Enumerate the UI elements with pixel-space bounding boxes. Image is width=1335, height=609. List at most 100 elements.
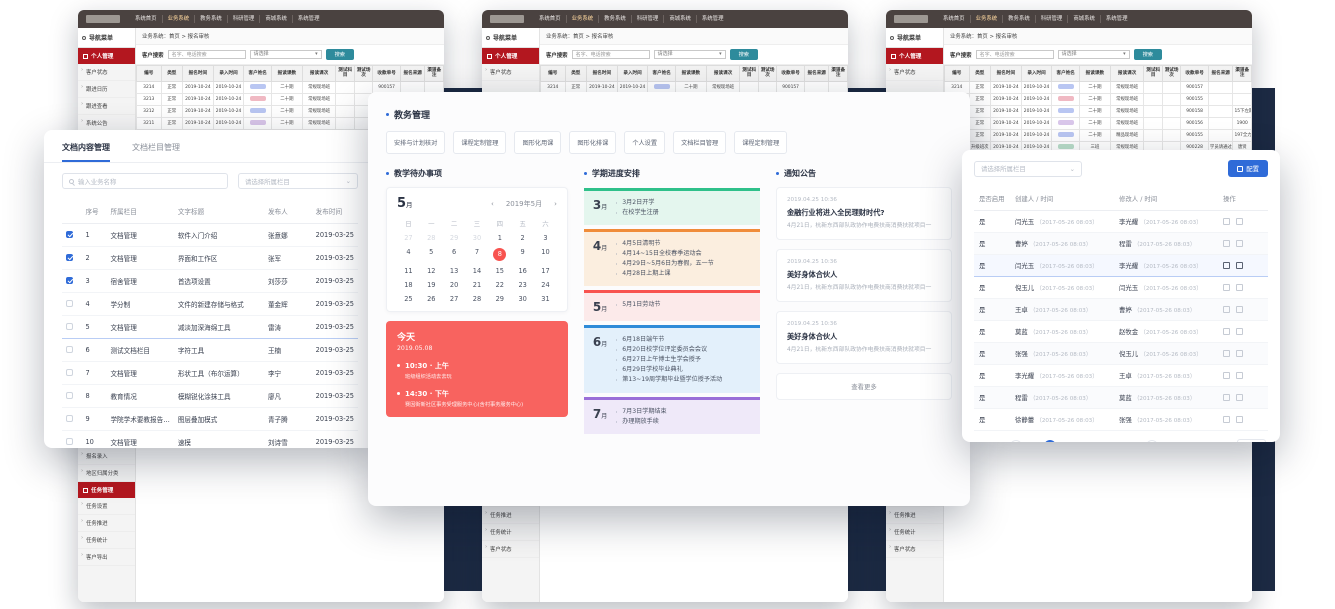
nav-item[interactable]: 业务系统 (567, 15, 600, 23)
notice-item[interactable]: 2019.04.25 10:36 美好身体合伙人 4月21日，杭新东西部队政协作… (775, 311, 952, 365)
table-row[interactable]: 3214 正常 2019-10-24 2019-10-24 二十期 常规现场班 900157 (944, 80, 1252, 94)
sidebar-item-task-push[interactable]: 任务推进 (886, 507, 943, 524)
edit-icon[interactable] (1223, 262, 1230, 269)
search-toolbar[interactable]: 客户搜索 名字、电话搜索 请选择 ▾ 搜索 (944, 45, 1252, 65)
row-checkbox[interactable] (66, 230, 73, 238)
calendar-day[interactable]: 13 (449, 267, 459, 275)
table-row[interactable]: 是程雷 （2017-05-26 08:03） 莫蓝 （2017-05-26 08:… (974, 386, 1268, 409)
row-actions[interactable] (1223, 218, 1263, 225)
table-row[interactable]: 3212正常2019-10-242019-10-24二十期常规现场班900158… (944, 104, 1252, 118)
table-row[interactable]: 9 学院学术要教报告… 图层叠加模式 青子腾 2019-03-25 (62, 407, 358, 431)
calendar-day[interactable]: 23 (518, 281, 527, 289)
sidebar-item-task-stats[interactable]: 任务统计 (886, 524, 943, 541)
search-input[interactable]: 名字、电话搜索 (571, 50, 650, 59)
sidebar-item-customer-status[interactable]: 客户状态 (886, 64, 943, 81)
main-nav[interactable]: 系统首页 业务系统 教务系统 科研管理 商城系统 系统管理 (130, 15, 324, 23)
calendar-day[interactable]: 25 (404, 295, 413, 303)
settings-footer[interactable]: ‹ 1 2 3 4 5 6 … › 每页显示1-20条记录 18 ⌄ (962, 431, 1280, 442)
row-checkbox[interactable] (66, 437, 73, 445)
quick-actions[interactable]: 安排与计划核对 课程定制管理 图形化用课 图形化排课 个人设置 文档栏目管理 课… (386, 131, 952, 154)
calendar-day[interactable]: 10 (541, 248, 550, 256)
row-actions[interactable] (1223, 306, 1263, 313)
cell-operations[interactable] (1218, 254, 1268, 277)
calendar-day[interactable]: 18 (404, 281, 413, 289)
cell-checkbox[interactable] (62, 315, 82, 339)
cell-checkbox[interactable] (62, 269, 82, 293)
table-row[interactable]: 是倪玉儿 （2017-05-26 08:03） 闫光玉 （2017-05-26 0… (974, 276, 1268, 299)
row-actions[interactable] (1223, 350, 1263, 357)
edit-icon[interactable] (1223, 306, 1230, 313)
column-filter-select[interactable]: 请选择所属栏目 ⌄ (974, 160, 1082, 177)
table-row[interactable]: 是闫光玉 （2017-05-26 08:03） 李光耀 （2017-05-26 0… (974, 254, 1268, 277)
calendar-day[interactable]: 6 (452, 248, 457, 256)
page-button[interactable]: 6 (1112, 440, 1124, 443)
nav-item[interactable]: 业务系统 (971, 15, 1004, 23)
sidebar-item-customer-export[interactable]: 客户导出 (78, 549, 135, 566)
next-month-button[interactable]: › (554, 199, 557, 208)
calendar-day[interactable]: 11 (404, 267, 413, 275)
cell-operations[interactable] (1218, 210, 1268, 233)
row-checkbox[interactable] (66, 276, 73, 284)
row-checkbox[interactable] (66, 345, 73, 353)
calendar-day[interactable]: 27 (404, 234, 413, 242)
calendar-day[interactable]: 24 (541, 281, 550, 289)
calendar-day[interactable]: 31 (541, 295, 550, 303)
next-page-button[interactable]: › (1145, 439, 1158, 442)
cell-checkbox[interactable] (62, 338, 82, 362)
row-checkbox[interactable] (66, 322, 73, 330)
nav-item[interactable]: 科研管理 (632, 15, 665, 23)
table-row[interactable]: 4 学分制 文件的新建存储与格式 董金辉 2019-03-25 (62, 292, 358, 316)
table-row[interactable]: 是莫蓝 （2017-05-26 08:03） 赵牧金 （2017-05-26 08… (974, 320, 1268, 343)
column-settings-card[interactable]: 请选择所属栏目 ⌄ 配置 是否启用 创建人 / 时间 修改人 / 时间 操作 是… (962, 150, 1280, 442)
quick-action-button[interactable]: 文档栏目管理 (673, 131, 727, 154)
calendar-day[interactable]: 16 (518, 267, 527, 275)
row-actions[interactable] (1223, 416, 1263, 423)
table-row[interactable]: 5 文档管理 减淡加深海绵工具 雷涛 2019-03-25 (62, 315, 358, 339)
calendar-grid[interactable]: 日 一 二 三 四 五 六 27 28 29 30 1 2 3 (397, 219, 557, 303)
table-row[interactable]: 6 测试文档栏目 字符工具 王楠 2019-03-25 (62, 338, 358, 362)
row-actions[interactable] (1223, 372, 1263, 379)
calendar-day[interactable]: 28 (427, 234, 436, 242)
table-row[interactable]: 是曹婷 （2017-05-26 08:03） 程雷 （2017-05-26 08:… (974, 232, 1268, 255)
nav-item[interactable]: 系统管理 (297, 16, 320, 22)
table-row[interactable]: 是王卓 （2017-05-26 08:03） 曹婷 （2017-05-26 08:… (974, 298, 1268, 321)
row-actions[interactable] (1223, 240, 1263, 247)
search-toolbar[interactable]: 客户搜索 名字、电话搜索 请选择 ▾ 搜索 (540, 45, 848, 65)
nav-item[interactable]: 科研管理 (1036, 15, 1069, 23)
row-checkbox[interactable] (66, 414, 73, 422)
edit-icon[interactable] (1223, 350, 1230, 357)
calendar-day[interactable]: 26 (427, 295, 436, 303)
sidebar-group-personal[interactable]: 个人管理 (482, 48, 539, 64)
row-checkbox[interactable] (66, 368, 73, 376)
sidebar-item-task-setting[interactable]: 任务设置 (78, 498, 135, 515)
cell-operations[interactable] (1218, 276, 1268, 299)
calendar-day[interactable]: 30 (518, 295, 527, 303)
tab-document-content[interactable]: 文档内容管理 (62, 142, 110, 162)
nav-item[interactable]: 系统首页 (130, 15, 163, 23)
nav-item[interactable]: 教务系统 (195, 15, 228, 23)
page-button[interactable]: 3 (1061, 440, 1073, 443)
edit-icon[interactable] (1223, 240, 1230, 247)
page-button[interactable]: 4 (1078, 440, 1090, 443)
row-checkbox[interactable] (66, 253, 73, 261)
sidebar-group-personal[interactable]: 个人管理 (886, 48, 943, 64)
edit-icon[interactable] (1223, 394, 1230, 401)
table-row[interactable]: 是闫光玉 （2017-05-26 08:03） 李光耀 （2017-05-26 0… (974, 210, 1268, 233)
cell-checkbox[interactable] (62, 246, 82, 270)
prev-page-button[interactable]: ‹ (1009, 439, 1022, 442)
nav-item[interactable]: 系统管理 (1105, 16, 1128, 22)
quick-action-button[interactable]: 图形化用课 (514, 131, 562, 154)
cell-checkbox[interactable] (62, 292, 82, 316)
calendar-day[interactable]: 21 (472, 281, 482, 289)
quick-action-button[interactable]: 图形化排课 (569, 131, 617, 154)
sidebar-item-task-stats[interactable]: 任务统计 (78, 532, 135, 549)
search-button[interactable]: 搜索 (729, 49, 758, 60)
delete-icon[interactable] (1236, 416, 1243, 423)
cell-operations[interactable] (1218, 342, 1268, 365)
calendar-day[interactable]: 29 (495, 295, 504, 303)
view-more-button[interactable]: 查看更多 (775, 373, 952, 401)
search-select[interactable]: 请选择 ▾ (1057, 50, 1130, 59)
search-button[interactable]: 搜索 (1133, 49, 1162, 60)
quick-action-button[interactable]: 课程定制管理 (453, 131, 507, 154)
sidebar-item-customer-status[interactable]: 客户状态 (886, 541, 943, 558)
